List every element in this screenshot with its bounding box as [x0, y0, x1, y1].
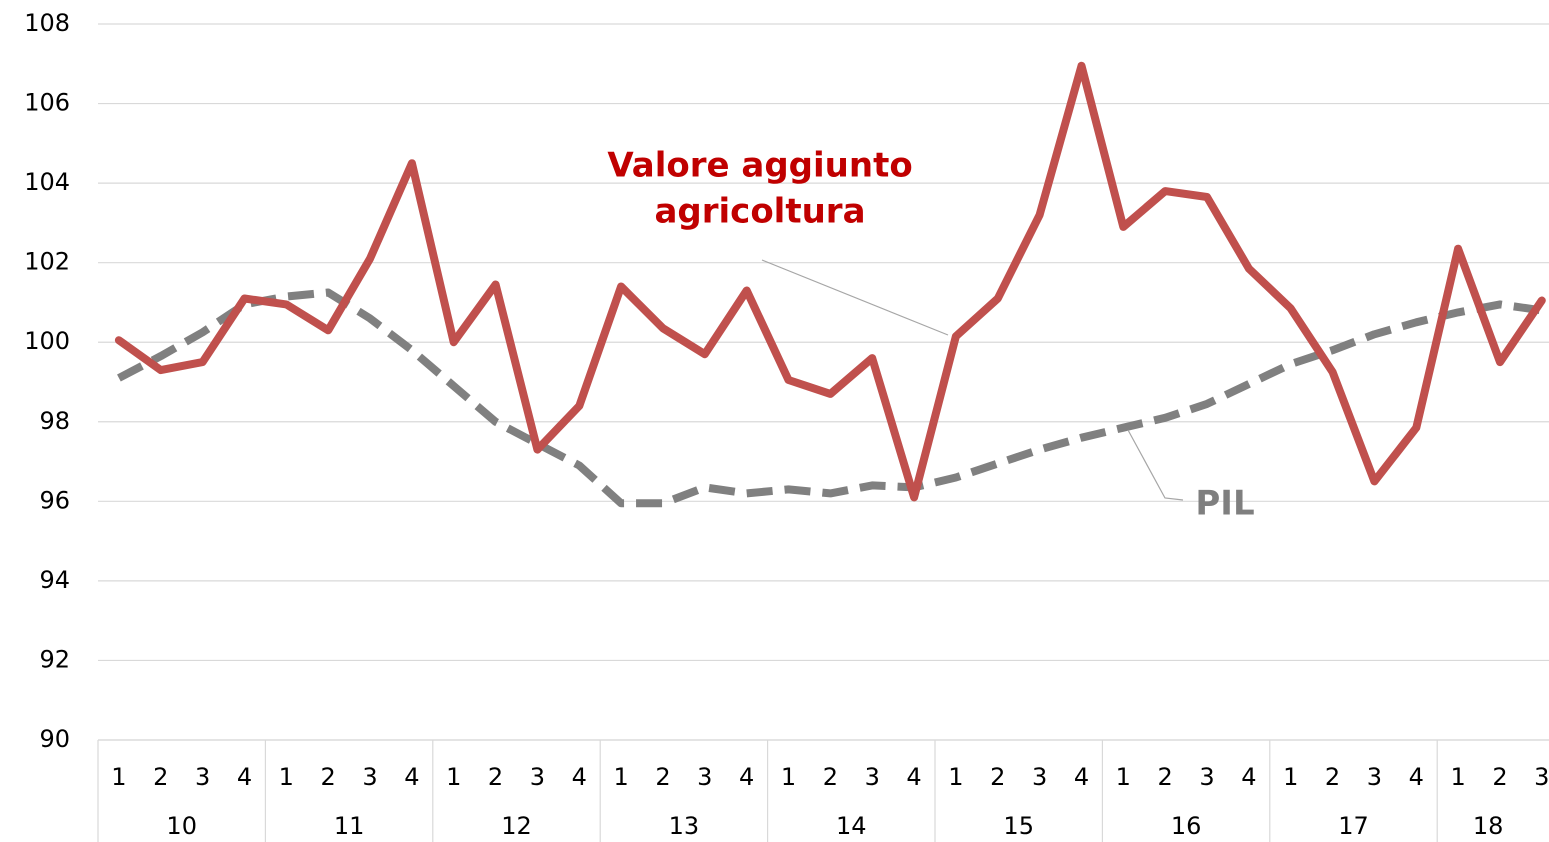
x-tick-label: 1: [1116, 763, 1131, 791]
y-tick-label: 104: [24, 168, 70, 196]
y-tick-label: 92: [39, 645, 70, 673]
x-tick-label: 4: [906, 763, 921, 791]
x-tick-label: 4: [404, 763, 419, 791]
y-tick-label: 102: [24, 248, 70, 276]
x-group-label: 16: [1171, 812, 1202, 840]
x-group-label: 10: [166, 812, 197, 840]
x-tick-label: 4: [1074, 763, 1089, 791]
x-tick-label: 2: [321, 763, 336, 791]
x-tick-label: 1: [613, 763, 628, 791]
y-tick-label: 96: [39, 486, 70, 514]
x-tick-label: 3: [1534, 763, 1549, 791]
x-group-label: 18: [1473, 812, 1504, 840]
y-tick-label: 90: [39, 725, 70, 753]
x-tick-label: 3: [1032, 763, 1047, 791]
x-tick-label: 3: [697, 763, 712, 791]
x-tick-label: 1: [1283, 763, 1298, 791]
x-tick-label: 4: [572, 763, 587, 791]
x-tick-label: 1: [781, 763, 796, 791]
x-tick-label: 1: [279, 763, 294, 791]
y-tick-label: 94: [39, 566, 70, 594]
x-tick-label: 3: [1199, 763, 1214, 791]
x-group-label: 13: [669, 812, 700, 840]
x-tick-label: 2: [488, 763, 503, 791]
x-tick-label: 3: [865, 763, 880, 791]
y-tick-label: 100: [24, 327, 70, 355]
x-group-label: 12: [501, 812, 532, 840]
leader-line: [761, 259, 949, 336]
x-tick-label: 4: [739, 763, 754, 791]
leader-line: [1127, 429, 1184, 501]
x-tick-label: 2: [1492, 763, 1507, 791]
x-tick-label: 4: [1409, 763, 1424, 791]
x-group-label: 11: [334, 812, 365, 840]
x-tick-label: 3: [195, 763, 210, 791]
x-tick-label: 3: [362, 763, 377, 791]
x-tick-label: 4: [237, 763, 252, 791]
x-tick-label: 2: [823, 763, 838, 791]
y-tick-label: 98: [39, 407, 70, 435]
annotation: Valore aggiunto: [607, 146, 912, 186]
x-group-label: 15: [1003, 812, 1034, 840]
x-group-label: 14: [836, 812, 867, 840]
x-group-label: 17: [1338, 812, 1369, 840]
x-tick-label: 2: [153, 763, 168, 791]
x-tick-label: 1: [948, 763, 963, 791]
series-line: [117, 288, 1543, 508]
annotation: PIL: [1195, 484, 1254, 524]
x-tick-label: 3: [1367, 763, 1382, 791]
x-tick-label: 4: [1241, 763, 1256, 791]
x-tick-label: 2: [1325, 763, 1340, 791]
x-tick-label: 2: [1158, 763, 1173, 791]
y-tick-label: 106: [24, 89, 70, 117]
x-tick-label: 2: [990, 763, 1005, 791]
x-tick-label: 1: [446, 763, 461, 791]
x-tick-label: 3: [530, 763, 545, 791]
x-tick-label: 2: [655, 763, 670, 791]
y-tick-label: 108: [24, 9, 70, 37]
x-tick-label: 1: [1450, 763, 1465, 791]
annotation: agricoltura: [654, 192, 865, 232]
series-line: [114, 61, 1546, 502]
x-tick-label: 1: [111, 763, 126, 791]
